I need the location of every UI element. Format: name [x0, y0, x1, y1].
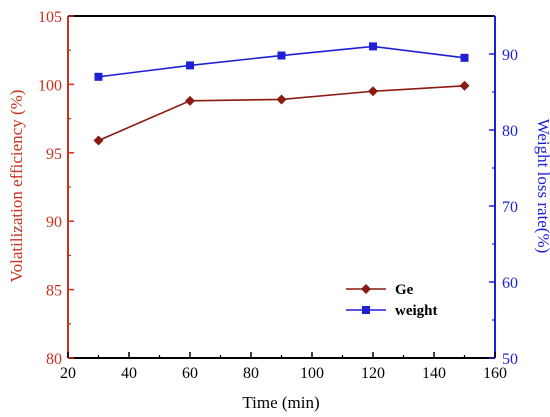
data-point-weight: [94, 72, 103, 81]
data-point-ge: [185, 95, 195, 106]
y-right-tick-label: 60: [502, 275, 518, 292]
y-right-tick-label: 50: [502, 351, 518, 368]
data-point-weight: [277, 51, 286, 60]
data-point-ge: [459, 80, 470, 91]
data-point-ge: [276, 94, 287, 105]
y-left-tick-label: 90: [46, 214, 62, 231]
y-left-tick-label: 100: [38, 77, 62, 94]
legend-label-ge: Ge: [395, 282, 414, 298]
x-tick-label: 80: [243, 365, 259, 382]
data-point-weight: [186, 61, 194, 70]
y-right-tick-label: 90: [502, 47, 518, 64]
y-left-tick-label: 105: [38, 9, 62, 26]
data-point-ge: [368, 86, 378, 97]
x-tick-label: 160: [483, 365, 507, 382]
legend: Ge weight: [346, 282, 438, 319]
y-left-tick-label: 95: [46, 146, 62, 163]
y-left-tick-label: 85: [46, 283, 62, 300]
legend-marker-ge: [361, 284, 371, 294]
y-right-tick-label: 70: [502, 199, 518, 216]
data-point-weight: [460, 53, 469, 62]
x-tick-label: 40: [121, 365, 137, 382]
x-tick-label: 20: [60, 365, 76, 382]
series-line-ge: [98, 84, 465, 142]
x-tick-label: 60: [182, 365, 198, 382]
axes: 20 40 60 80 100 120 140 160 80 85 90 95 100 105 50 60 70…: [38, 9, 518, 382]
y-left-axis-title: Volatilization efficiency (%): [7, 90, 26, 283]
series-line-weight: [98, 45, 465, 78]
x-tick-label: 100: [300, 365, 324, 382]
data-point-weight: [369, 42, 377, 51]
x-axis-title: Time (min): [242, 393, 319, 412]
y-left-tick-label: 80: [46, 351, 62, 368]
data-point-ge: [93, 135, 104, 146]
x-tick-label: 140: [422, 365, 446, 382]
y-right-tick-label: 80: [502, 123, 518, 140]
y-right-axis-title: Weight loss rate(%): [534, 119, 550, 254]
legend-label-weight: weight: [395, 303, 438, 319]
x-tick-label: 120: [361, 365, 385, 382]
legend-marker-weight: [362, 306, 370, 314]
plot-area: [93, 42, 470, 146]
